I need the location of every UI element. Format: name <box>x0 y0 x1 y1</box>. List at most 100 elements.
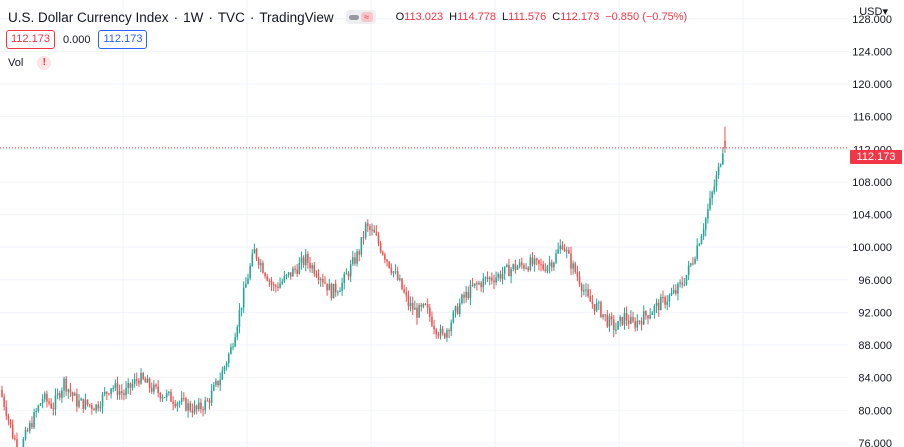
warning-icon[interactable]: ! <box>37 56 52 70</box>
candle-body <box>506 264 508 267</box>
candle-body <box>274 285 277 287</box>
candle-body <box>469 284 472 299</box>
ohlc-low: L111.576 <box>502 11 547 23</box>
candle-body <box>283 276 286 282</box>
candle-body <box>339 290 341 293</box>
candle-body <box>204 400 207 411</box>
candle-body <box>655 302 658 306</box>
sell-price-box[interactable]: 112.173 <box>6 30 55 49</box>
candle-body <box>675 290 677 294</box>
candle-body <box>234 337 236 347</box>
candle-body <box>711 192 713 198</box>
candle-body <box>142 373 144 379</box>
candle-body <box>22 439 25 447</box>
candle-body <box>349 264 352 277</box>
candle-body <box>482 278 485 288</box>
candle-body <box>29 423 31 431</box>
y-tick-label: 92.000 <box>858 307 892 319</box>
header-separator: · <box>173 9 179 25</box>
candle-body <box>458 303 461 314</box>
candle-body <box>632 317 634 322</box>
candle-body <box>471 284 474 286</box>
candle-body <box>287 272 290 275</box>
candle-body <box>698 244 701 246</box>
candle-body <box>555 253 557 263</box>
candle-body <box>666 301 669 305</box>
source-label: TradingView <box>259 9 334 25</box>
candle-body <box>33 412 35 428</box>
candle-body <box>123 393 125 396</box>
candle-body <box>180 398 183 403</box>
candle-body <box>441 328 444 334</box>
candle-body <box>467 291 470 299</box>
currency-selector[interactable]: USD▾ <box>859 5 888 18</box>
candle-body <box>657 302 660 311</box>
candle-body <box>409 303 412 307</box>
candle-body <box>414 307 416 310</box>
candle-body <box>46 393 48 402</box>
candle-body <box>563 249 566 252</box>
status-pill[interactable]: ≈ <box>345 10 376 24</box>
candle-body <box>702 229 705 237</box>
buy-price-box[interactable]: 112.173 <box>98 30 148 49</box>
candle-body <box>508 264 510 277</box>
candle-body <box>448 330 450 332</box>
candle-body <box>148 378 151 388</box>
candle-body <box>679 282 681 284</box>
candle-body <box>501 273 504 279</box>
candle-body <box>206 400 209 402</box>
candle-body <box>82 398 85 409</box>
price-axis[interactable]: 76.000 80.000 84.000 88.000 92.000 96.000 100.… <box>852 14 892 447</box>
candle-body <box>557 249 559 254</box>
candle-body <box>533 258 536 265</box>
candle-body <box>565 250 568 252</box>
candle-body <box>360 237 363 255</box>
candle-body <box>352 257 354 265</box>
candle-body <box>694 258 696 264</box>
candle-body <box>713 186 716 193</box>
candle-body <box>578 276 581 285</box>
candle-body <box>606 314 609 327</box>
candle-body <box>473 283 476 286</box>
candle-body <box>125 387 127 396</box>
candle-body <box>719 164 722 167</box>
candle-body <box>131 383 134 388</box>
candle-body <box>264 272 266 277</box>
y-tick-label: 80.000 <box>858 405 892 417</box>
candle-body <box>61 390 63 398</box>
y-tick-label: 96.000 <box>858 275 892 287</box>
candle-body <box>540 263 542 265</box>
candle-body <box>617 321 619 330</box>
candle-body <box>133 379 136 384</box>
interval-label[interactable]: 1W <box>183 9 204 25</box>
candle-body <box>356 251 358 264</box>
candle-body <box>476 283 478 285</box>
candle-body <box>219 379 221 386</box>
candle-body <box>568 250 570 254</box>
header-separator: · <box>208 9 213 25</box>
candle-body <box>178 402 181 404</box>
candle-body <box>433 325 435 330</box>
candle-body <box>499 274 502 279</box>
volume-label[interactable]: Vol <box>8 57 24 69</box>
candle-body <box>296 269 298 274</box>
candle-body <box>129 382 132 388</box>
candle-body <box>576 272 579 277</box>
candle-body <box>7 415 10 420</box>
candle-body <box>486 277 489 280</box>
candle-body <box>71 392 74 396</box>
candle-body <box>544 269 547 272</box>
candle-body <box>253 248 256 254</box>
candle-body <box>630 317 632 324</box>
candle-body <box>208 400 211 403</box>
candle-body <box>260 263 262 266</box>
candle-body <box>76 393 78 407</box>
candle-body <box>516 266 519 270</box>
candle-body <box>153 384 155 392</box>
candle-body <box>11 424 14 439</box>
candle-body <box>189 403 192 411</box>
candle-body <box>345 273 348 275</box>
candle-body <box>78 400 80 407</box>
symbol-title[interactable]: U.S. Dollar Currency Index <box>8 9 169 25</box>
